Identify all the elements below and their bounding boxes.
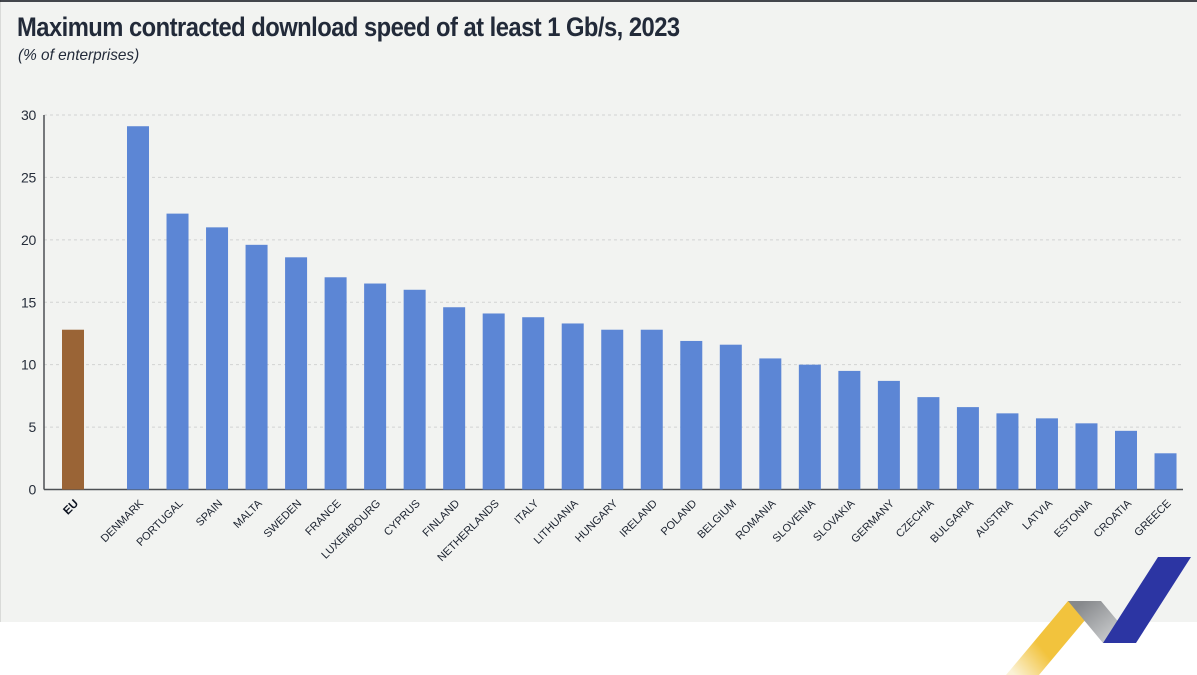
x-label-bulgaria: BULGARIA xyxy=(928,497,976,545)
top-edge-line xyxy=(0,0,1197,2)
x-label-germany: GERMANY xyxy=(849,497,897,545)
x-label-eu: EU xyxy=(61,498,81,518)
bar-netherlands xyxy=(482,313,505,490)
chart-title: Maximum contracted download speed of at … xyxy=(17,12,680,42)
y-tick-label-0: 0 xyxy=(29,482,37,498)
x-label-malta: MALTA xyxy=(231,497,265,531)
bar-france xyxy=(324,277,347,490)
y-tick-label-25: 25 xyxy=(21,169,36,185)
bar-cyprus xyxy=(403,289,426,490)
x-label-hungary: HUNGARY xyxy=(573,497,621,545)
bar-estonia xyxy=(1075,423,1098,490)
bar-lithuania xyxy=(561,323,584,490)
y-tick-label-5: 5 xyxy=(29,419,37,435)
bar-bulgaria xyxy=(956,407,979,490)
y-tick-label-15: 15 xyxy=(21,294,36,310)
bar-poland xyxy=(680,340,703,490)
x-label-estonia: ESTONIA xyxy=(1052,497,1095,540)
x-label-belgium: BELGIUM xyxy=(695,498,738,541)
bar-italy xyxy=(522,317,545,490)
x-label-cyprus: CYPRUS xyxy=(382,498,423,539)
bar-czechia xyxy=(917,397,940,490)
x-label-italy: ITALY xyxy=(512,497,541,526)
x-label-latvia: LATVIA xyxy=(1020,497,1055,532)
bar-belgium xyxy=(719,344,742,490)
bar-sweden xyxy=(285,257,308,490)
bar-ireland xyxy=(640,329,663,490)
bar-spain xyxy=(206,227,229,490)
bar-croatia xyxy=(1115,430,1137,490)
bar-latvia xyxy=(1035,418,1058,490)
bar-hungary xyxy=(601,329,624,490)
bar-portugal xyxy=(166,213,189,490)
x-label-ireland: IRELAND xyxy=(618,498,660,540)
y-tick-label-10: 10 xyxy=(21,357,36,373)
left-edge-line xyxy=(0,0,1,622)
bar-slovakia xyxy=(838,370,861,490)
x-label-austria: AUSTRIA xyxy=(973,497,1016,540)
bar-germany xyxy=(877,380,900,490)
bar-eu xyxy=(62,329,84,490)
y-tick-label-30: 30 xyxy=(21,107,36,123)
chart-subtitle: (% of enterprises) xyxy=(18,47,140,64)
bar-denmark xyxy=(127,126,149,490)
bar-romania xyxy=(759,358,782,490)
x-label-poland: POLAND xyxy=(659,498,700,539)
bar-finland xyxy=(443,307,466,490)
x-label-slovenia: SLOVENIA xyxy=(771,497,819,545)
x-label-france: FRANCE xyxy=(303,498,343,538)
bar-austria xyxy=(996,413,1019,490)
x-label-finland: FINLAND xyxy=(421,498,463,540)
x-label-greece: GREECE xyxy=(1132,498,1173,539)
bar-greece xyxy=(1154,453,1177,490)
bar-luxembourg xyxy=(364,283,387,490)
x-label-croatia: CROATIA xyxy=(1092,497,1135,540)
x-label-sweden: SWEDEN xyxy=(262,498,305,541)
bar-malta xyxy=(245,244,268,490)
bar-slovenia xyxy=(798,364,821,490)
x-label-spain: SPAIN xyxy=(194,498,225,529)
y-tick-label-20: 20 xyxy=(21,232,36,248)
footer: eurostat xyxy=(0,622,1197,675)
